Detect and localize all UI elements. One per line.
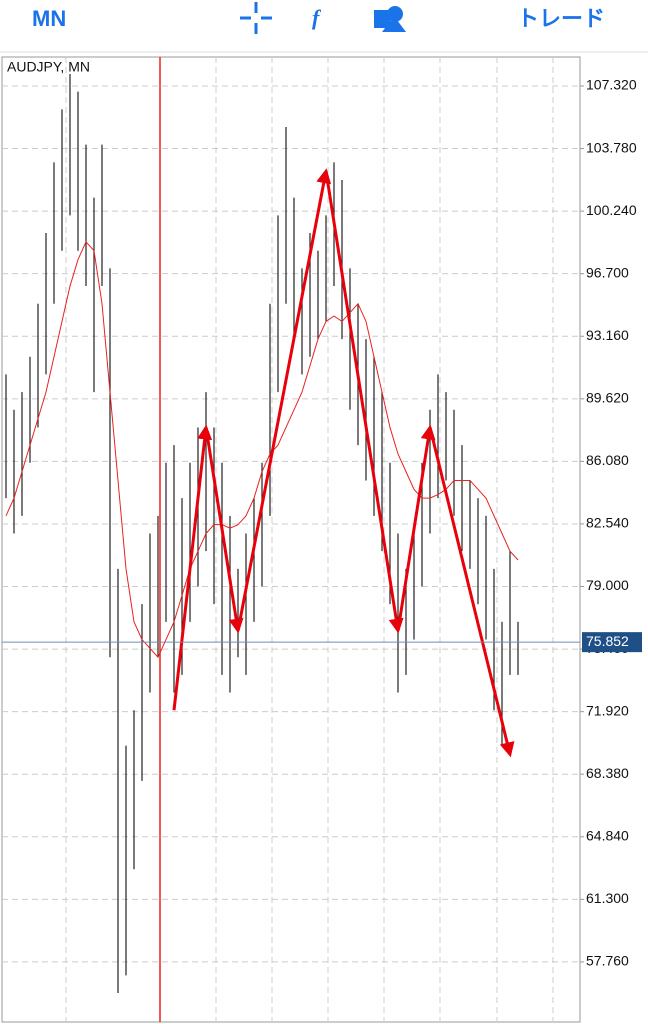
trend-arrow	[204, 427, 244, 634]
y-tick-label: 79.000	[586, 577, 629, 593]
trend-arrow	[396, 424, 436, 631]
last-price-box	[582, 632, 642, 653]
trend-arrow	[428, 427, 515, 758]
y-tick-label: 96.700	[586, 264, 629, 280]
y-tick-label: 86.080	[586, 452, 629, 468]
y-tick-label: 107.320	[586, 77, 637, 93]
chart-frame	[1, 56, 581, 1023]
trend-arrow	[324, 170, 404, 634]
objects-icon[interactable]	[374, 6, 406, 32]
v-grid	[65, 57, 554, 1022]
trend-arrow	[236, 168, 332, 631]
symbol-label: AUDJPY, MN	[7, 59, 90, 75]
y-tick-label: 89.620	[586, 390, 629, 406]
y-tick-label: 68.380	[586, 765, 629, 781]
last-price-label: 75.852	[586, 633, 629, 649]
trend-arrow	[172, 424, 213, 711]
indicator-icon[interactable]: f	[312, 5, 322, 30]
y-tick-label: 100.240	[586, 202, 637, 218]
y-tick-label: 71.920	[586, 702, 629, 718]
y-tick-label: 64.840	[586, 827, 629, 843]
y-tick-label: 82.540	[586, 515, 629, 531]
moving-average	[5, 240, 519, 659]
crosshair-icon[interactable]	[240, 2, 272, 34]
trade-button[interactable]: トレード	[517, 6, 605, 31]
y-tick-label: 57.760	[586, 953, 629, 969]
toolbar	[0, 0, 648, 52]
y-tick-label: 61.300	[586, 890, 629, 906]
y-tick-label: 93.160	[586, 327, 629, 343]
y-tick-label: 103.780	[586, 139, 637, 155]
timeframe-button[interactable]: MN	[32, 6, 66, 31]
